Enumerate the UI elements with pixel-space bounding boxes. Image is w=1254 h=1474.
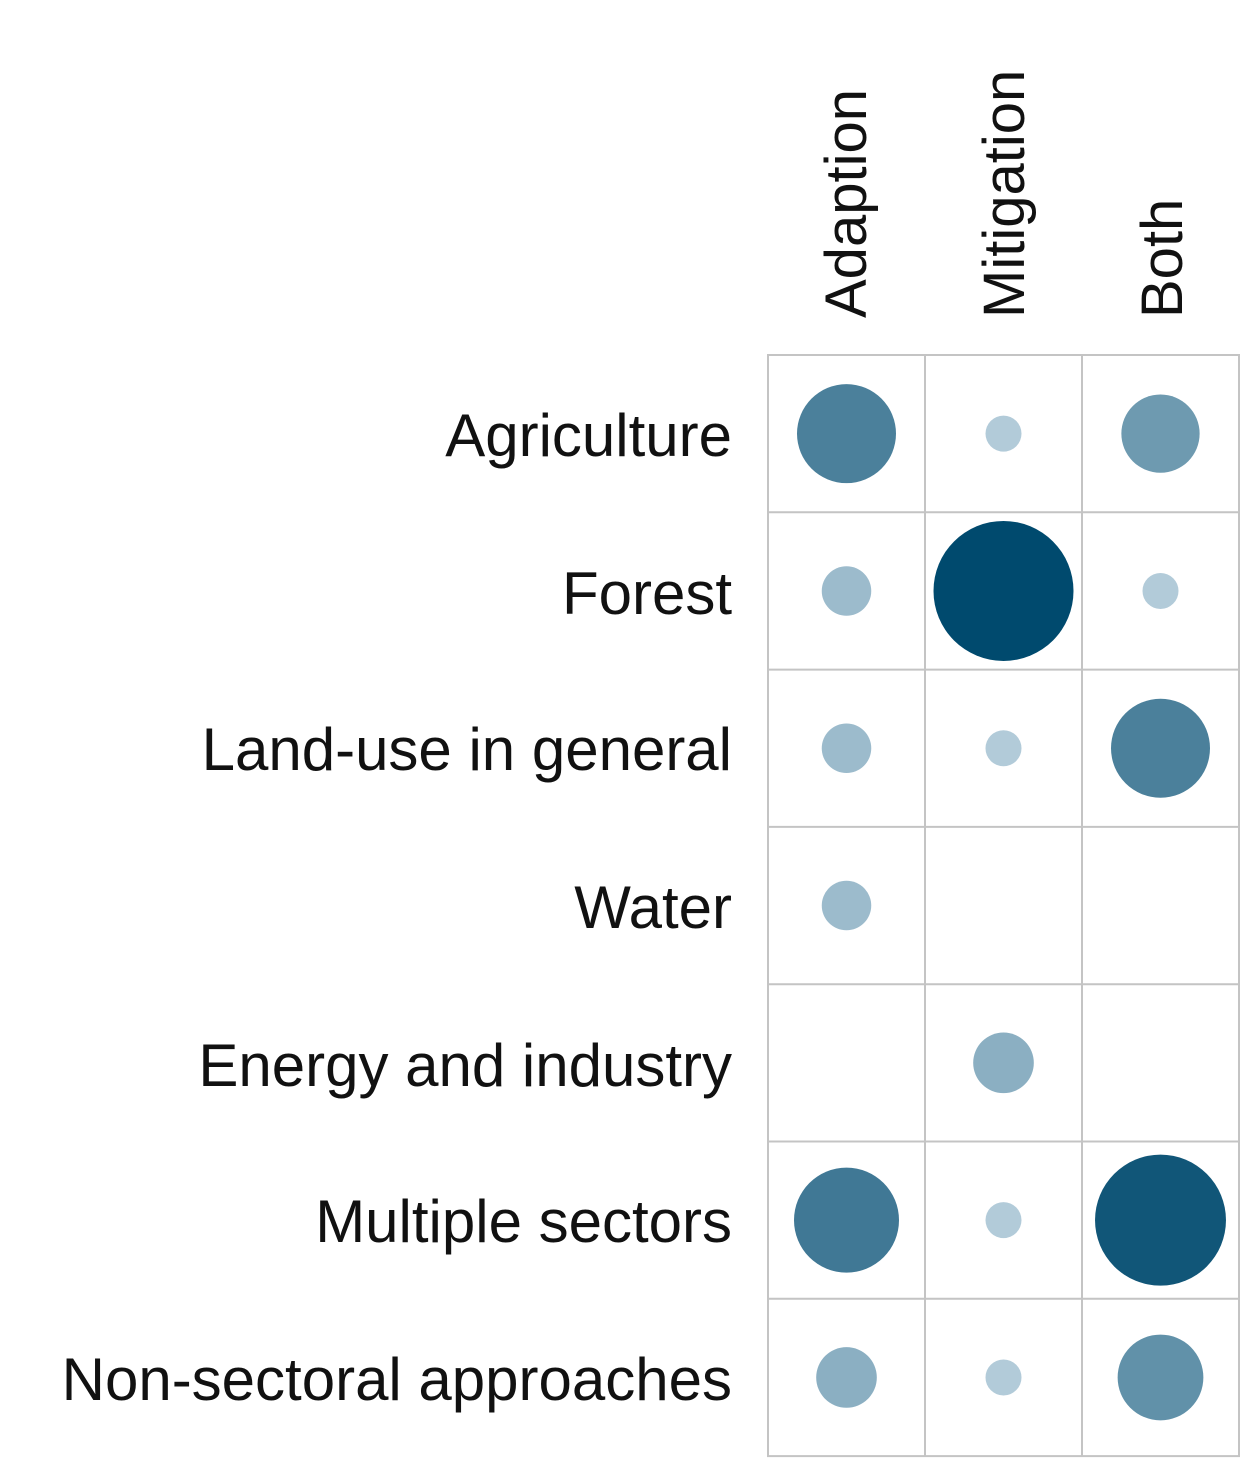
matrix-grid — [767, 354, 1240, 1458]
bubble-non-sectoral-approaches-adaption — [816, 1347, 877, 1408]
row-label-energy-and-industry: Energy and industry — [198, 1032, 732, 1099]
bubble-land-use-in-general-adaption — [821, 723, 872, 773]
row-label-multiple-sectors: Multiple sectors — [315, 1188, 732, 1255]
row-labels: Agriculture Forest Land-use in general W… — [62, 402, 733, 1413]
bubble-non-sectoral-approaches-mitigation — [985, 1359, 1022, 1396]
row-label-water: Water — [574, 874, 732, 941]
bubble-agriculture-adaption — [797, 384, 896, 484]
bubble-multiple-sectors-mitigation — [985, 1202, 1022, 1239]
bubble-land-use-in-general-both — [1111, 698, 1210, 798]
row-label-agriculture: Agriculture — [445, 402, 732, 469]
bubble-land-use-in-general-mitigation — [985, 730, 1022, 767]
bubble-agriculture-both — [1121, 394, 1200, 473]
bubble-multiple-sectors-both — [1095, 1154, 1226, 1286]
grid-border — [767, 354, 1240, 1458]
column-labels: Adaption Mitigation Both — [814, 70, 1195, 318]
bubble-energy-and-industry-mitigation — [973, 1032, 1034, 1094]
bubble-agriculture-mitigation — [985, 415, 1022, 452]
bubble-non-sectoral-approaches-both — [1117, 1334, 1204, 1421]
bubble-water-adaption — [821, 880, 872, 931]
bubble-forest-both — [1142, 572, 1179, 609]
bubble-forest-adaption — [821, 566, 872, 616]
row-label-land-use-in-general: Land-use in general — [202, 716, 732, 783]
column-label-mitigation: Mitigation — [972, 70, 1037, 318]
bubble-forest-mitigation — [933, 520, 1074, 661]
row-label-non-sectoral-approaches: Non-sectoral approaches — [62, 1346, 732, 1413]
bubble-multiple-sectors-adaption — [794, 1167, 899, 1273]
bubbles — [794, 384, 1226, 1421]
column-label-both: Both — [1130, 199, 1195, 318]
row-label-forest: Forest — [562, 560, 732, 627]
column-label-adaption: Adaption — [814, 89, 879, 318]
